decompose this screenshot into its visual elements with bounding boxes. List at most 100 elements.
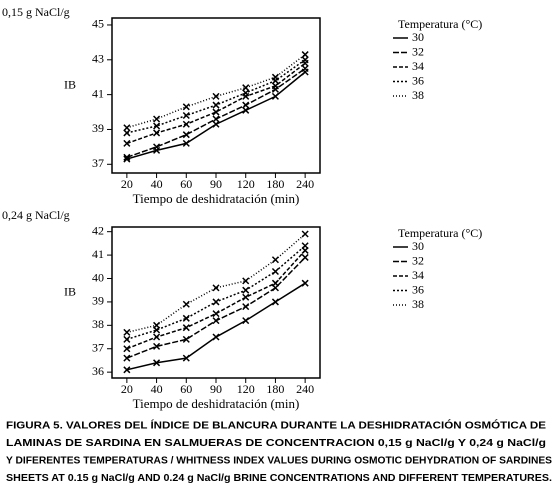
legend-label: 38 — [412, 88, 424, 102]
marker — [182, 354, 190, 362]
marker — [212, 101, 220, 109]
unit-label: 0,15 g NaCl/g — [2, 5, 70, 19]
y-tick-label: 43 — [92, 52, 104, 66]
unit-label: 0,24 g NaCl/g — [2, 208, 70, 222]
marker — [271, 267, 279, 276]
y-tick-label: 42 — [92, 223, 104, 237]
caption-line: Y DIFERENTES TEMPERATURAS / WHITNESS IND… — [6, 456, 552, 467]
x-tick-label: 120 — [237, 382, 255, 396]
marker — [153, 122, 161, 130]
marker — [242, 106, 250, 114]
marker — [153, 333, 161, 341]
marker — [242, 89, 250, 97]
marker — [271, 279, 279, 287]
marker — [301, 56, 309, 64]
marker — [182, 335, 190, 343]
x-tick-label: 240 — [296, 177, 314, 191]
x-axis-label: Tiempo de deshidratación (min) — [133, 396, 300, 411]
marker — [212, 115, 220, 123]
marker — [123, 366, 131, 374]
legend-label: 38 — [412, 297, 424, 311]
caption-line: SHEETS AT 0.15 g NaCl/g AND 0.24 g NaCl/… — [6, 473, 552, 484]
marker — [123, 124, 131, 132]
marker — [212, 120, 220, 128]
marker — [212, 108, 220, 116]
marker — [301, 230, 309, 238]
x-axis-label: Tiempo de deshidratación (min) — [133, 191, 300, 206]
legend-label: 34 — [412, 268, 424, 282]
marker — [212, 284, 220, 292]
marker — [242, 84, 250, 92]
marker — [242, 317, 250, 325]
x-tick-label: 40 — [151, 382, 163, 396]
marker — [271, 298, 279, 306]
marker — [182, 300, 190, 308]
y-axis-label: IB — [64, 77, 76, 91]
marker — [123, 153, 131, 161]
x-tick-label: 60 — [180, 177, 192, 191]
x-tick-label: 90 — [210, 382, 222, 396]
y-tick-label: 37 — [92, 340, 104, 354]
y-tick-label: 45 — [92, 17, 104, 31]
marker — [153, 359, 161, 367]
marker — [212, 317, 220, 325]
y-tick-label: 41 — [92, 247, 104, 261]
legend-label: 32 — [412, 44, 424, 58]
marker — [153, 143, 161, 151]
legend-label: 32 — [412, 253, 424, 267]
marker — [182, 139, 190, 147]
marker — [182, 120, 190, 128]
marker — [182, 111, 190, 120]
marker — [301, 279, 309, 287]
marker — [153, 321, 161, 329]
marker — [242, 303, 250, 311]
legend-title: Temperatura (°C) — [398, 226, 482, 240]
marker — [271, 92, 279, 100]
marker — [242, 101, 250, 109]
marker — [153, 342, 161, 350]
y-tick-label: 40 — [92, 270, 104, 284]
marker — [182, 131, 190, 139]
series-line — [126, 233, 306, 334]
marker — [182, 103, 190, 111]
x-tick-label: 20 — [121, 177, 133, 191]
x-tick-label: 180 — [266, 177, 284, 191]
legend-label: 36 — [412, 73, 424, 87]
marker — [301, 253, 309, 261]
caption-line: FIGURA 5. VALORES DEL ÍNDICE DE BLANCURA… — [6, 419, 546, 432]
marker — [182, 314, 190, 322]
marker — [242, 286, 250, 294]
x-tick-label: 240 — [296, 382, 314, 396]
marker — [301, 242, 309, 250]
legend-label: 36 — [412, 282, 424, 296]
y-tick-label: 36 — [92, 364, 104, 378]
marker — [212, 310, 220, 318]
x-tick-label: 90 — [210, 177, 222, 191]
legend-label: 30 — [412, 239, 424, 253]
legend-label: 34 — [412, 59, 424, 73]
x-tick-label: 20 — [121, 382, 133, 396]
y-tick-label: 37 — [92, 156, 104, 170]
caption-line: LAMINAS DE SARDINA EN SALMUERAS DE CONCE… — [6, 438, 546, 449]
marker — [242, 293, 250, 301]
marker — [271, 82, 279, 90]
x-tick-label: 180 — [266, 382, 284, 396]
y-axis-label: IB — [64, 284, 76, 298]
marker — [123, 328, 131, 336]
series-line — [126, 256, 306, 359]
marker — [123, 354, 131, 362]
marker — [212, 92, 220, 100]
marker — [123, 345, 131, 353]
y-tick-label: 39 — [92, 121, 104, 135]
marker — [153, 115, 161, 123]
x-tick-label: 60 — [180, 382, 192, 396]
marker — [271, 256, 279, 264]
y-tick-label: 39 — [92, 294, 104, 308]
marker — [123, 129, 131, 137]
legend-title: Temperatura (°C) — [398, 17, 482, 31]
marker — [271, 73, 279, 81]
y-tick-label: 41 — [92, 86, 104, 100]
y-tick-label: 38 — [92, 317, 104, 331]
x-tick-label: 40 — [151, 177, 163, 191]
